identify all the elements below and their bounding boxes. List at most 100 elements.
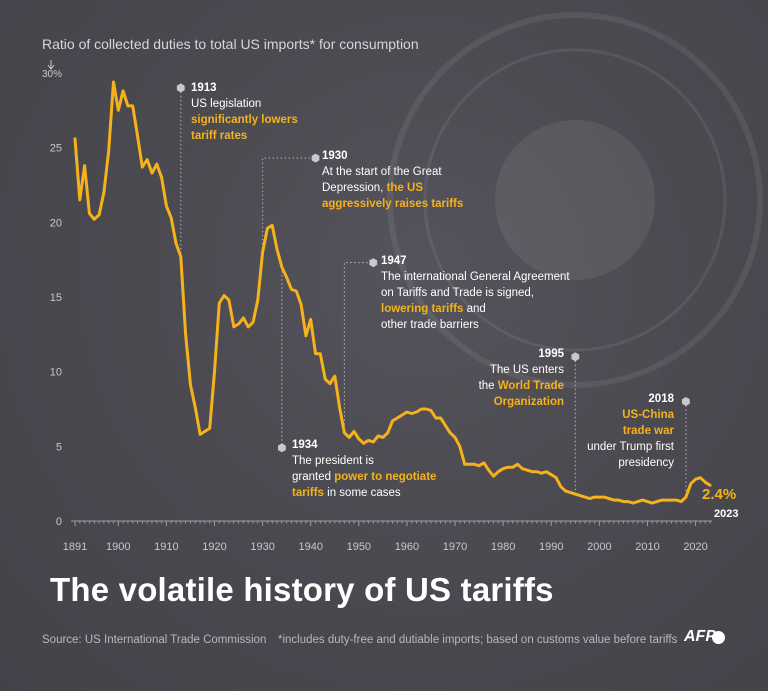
annotation-highlight: tariffs bbox=[292, 487, 324, 499]
end-value-label: 2.4% bbox=[702, 486, 737, 503]
annotation-text: US legislation bbox=[191, 98, 262, 110]
annotation-text: and bbox=[463, 303, 486, 315]
afp-logo: AFP bbox=[684, 628, 716, 645]
annotation-marker bbox=[278, 443, 286, 453]
annotation-1930: 1930 At the start of the Great Depression,… bbox=[322, 148, 463, 212]
annotation-highlight: trade war bbox=[622, 425, 674, 437]
annotation-year: 2018 bbox=[648, 393, 674, 405]
annotation-text: under Trump first bbox=[587, 441, 674, 453]
annotation-line: At the start of the Great bbox=[322, 164, 463, 180]
leader-line bbox=[343, 262, 369, 433]
annotation-highlight: Organization bbox=[493, 396, 564, 408]
y-tick-label: 25 bbox=[50, 143, 62, 155]
y-axis: 30% 25 20 15 10 5 0 bbox=[42, 60, 62, 528]
x-tick-label: 1900 bbox=[106, 541, 130, 553]
annotation-text: presidency bbox=[618, 457, 674, 469]
annotation-marker bbox=[571, 352, 580, 362]
annotation-text: At the start of the Great bbox=[322, 166, 442, 178]
annotation-line: under Trump first bbox=[578, 439, 674, 455]
annotation-line: aggressively raises tariffs bbox=[322, 196, 463, 212]
annotation-text: Depression, bbox=[322, 182, 387, 194]
annotation-text: the bbox=[478, 380, 498, 392]
annotation-highlight: significantly lowers bbox=[191, 114, 298, 126]
x-tick-label: 1891 bbox=[63, 541, 87, 553]
x-tick-label: 2020 bbox=[683, 541, 707, 553]
annotation-highlight: US-China bbox=[622, 409, 674, 421]
annotation-1913: 1913 US legislation significantly lowers ta… bbox=[191, 80, 298, 144]
annotation-line: on Tariffs and Trade is signed, bbox=[381, 285, 570, 301]
annotation-line: lowering tariffs and bbox=[381, 301, 570, 317]
page-title: The volatile history of US tariffs bbox=[50, 571, 554, 608]
annotation-line: granted power to negotiate bbox=[292, 469, 436, 485]
y-tick-label: 30% bbox=[42, 69, 62, 80]
x-tick-label: 1970 bbox=[443, 541, 467, 553]
annotation-marker bbox=[311, 153, 320, 163]
annotation-highlight: World Trade bbox=[497, 380, 564, 392]
x-tick-label: 1920 bbox=[202, 541, 226, 553]
annotation-marker bbox=[176, 83, 185, 93]
x-tick-label: 2000 bbox=[587, 541, 611, 553]
x-tick-label: 2010 bbox=[635, 541, 659, 553]
annotation-line: US-China bbox=[578, 407, 674, 423]
annotation-line: the World Trade bbox=[470, 378, 564, 394]
annotation-text: other trade barriers bbox=[381, 319, 479, 331]
footnote: *includes duty-free and dutiable imports… bbox=[278, 634, 678, 646]
source-note: Source: US International Trade Commissio… bbox=[42, 634, 267, 646]
annotation-line: presidency bbox=[578, 455, 674, 471]
annotation-text: The international General Agreement bbox=[381, 271, 570, 283]
annotation-leaders bbox=[176, 83, 690, 498]
x-axis: 1891 1900 1910 1920 1930 1940 1950 1960 1970 1980… bbox=[63, 520, 712, 553]
annotation-line: The president is bbox=[292, 453, 436, 469]
x-tick-label: 1910 bbox=[154, 541, 178, 553]
annotation-1995: 1995 The US enters the World Trade Organiza… bbox=[470, 346, 564, 410]
annotation-text: in some cases bbox=[323, 487, 401, 499]
annotation-year: 1995 bbox=[538, 348, 564, 360]
afp-logo-dot bbox=[712, 631, 725, 644]
x-tick-label: 1960 bbox=[395, 541, 419, 553]
annotation-highlight: power to negotiate bbox=[334, 471, 437, 483]
annotation-line: other trade barriers bbox=[381, 317, 570, 333]
annotation-year: 1934 bbox=[292, 439, 318, 451]
x-tick-label: 1980 bbox=[491, 541, 515, 553]
annotation-line: trade war bbox=[578, 423, 674, 439]
y-tick-label: 20 bbox=[50, 217, 62, 229]
annotation-text: on Tariffs and Trade is signed, bbox=[381, 287, 535, 299]
y-tick-label: 15 bbox=[50, 292, 62, 304]
annotation-line: The international General Agreement bbox=[381, 269, 570, 285]
annotation-line: Depression, the US bbox=[322, 180, 463, 196]
y-tick-label: 10 bbox=[50, 367, 62, 379]
annotation-highlight: aggressively raises tariffs bbox=[322, 198, 464, 210]
annotation-year: 1930 bbox=[322, 150, 348, 162]
annotation-year: 1947 bbox=[381, 255, 407, 267]
annotation-text: granted bbox=[292, 471, 335, 483]
annotation-highlight: lowering tariffs bbox=[381, 303, 464, 315]
x-tick-label: 1990 bbox=[539, 541, 563, 553]
annotation-text: The president is bbox=[292, 455, 374, 467]
y-tick-label: 0 bbox=[56, 516, 62, 528]
annotation-text: The US enters bbox=[489, 364, 564, 376]
annotation-marker bbox=[369, 258, 378, 268]
chart-subtitle: Ratio of collected duties to total US im… bbox=[42, 36, 419, 52]
annotation-line: US legislation bbox=[191, 96, 298, 112]
y-axis-arrow-icon bbox=[47, 60, 55, 70]
annotation-line: The US enters bbox=[470, 362, 564, 378]
annotation-line: tariffs in some cases bbox=[292, 485, 436, 501]
annotation-year: 1913 bbox=[191, 82, 217, 94]
tariff-ratio-line bbox=[73, 80, 712, 505]
annotation-line: tariff rates bbox=[191, 128, 298, 144]
annotation-2018: 2018 US-China trade war under Trump first pr… bbox=[578, 391, 674, 471]
annotation-1947: 1947 The international General Agreement o… bbox=[381, 253, 570, 333]
x-tick-label: 1940 bbox=[298, 541, 322, 553]
y-tick-label: 5 bbox=[56, 441, 62, 453]
annotation-marker bbox=[682, 397, 690, 406]
annotation-highlight: the US bbox=[386, 182, 423, 194]
leader-line bbox=[262, 157, 311, 253]
annotation-line: Organization bbox=[470, 394, 564, 410]
x-tick-label: 1930 bbox=[250, 541, 274, 553]
end-year-label: 2023 bbox=[714, 508, 739, 520]
annotation-highlight: tariff rates bbox=[191, 130, 248, 142]
annotation-1934: 1934 The president is granted power to neg… bbox=[292, 437, 436, 501]
annotation-line: significantly lowers bbox=[191, 112, 298, 128]
